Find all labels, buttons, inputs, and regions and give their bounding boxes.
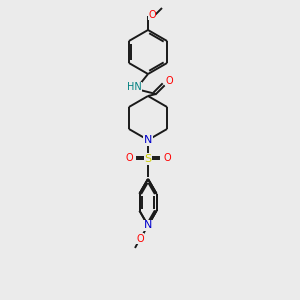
Text: N: N [144, 135, 152, 145]
Text: N: N [144, 220, 152, 230]
Text: S: S [144, 154, 152, 164]
Text: O: O [125, 153, 133, 163]
Text: HN: HN [127, 82, 141, 92]
Text: O: O [165, 76, 173, 86]
Text: O: O [148, 10, 156, 20]
Text: O: O [136, 234, 144, 244]
Text: O: O [163, 153, 171, 163]
